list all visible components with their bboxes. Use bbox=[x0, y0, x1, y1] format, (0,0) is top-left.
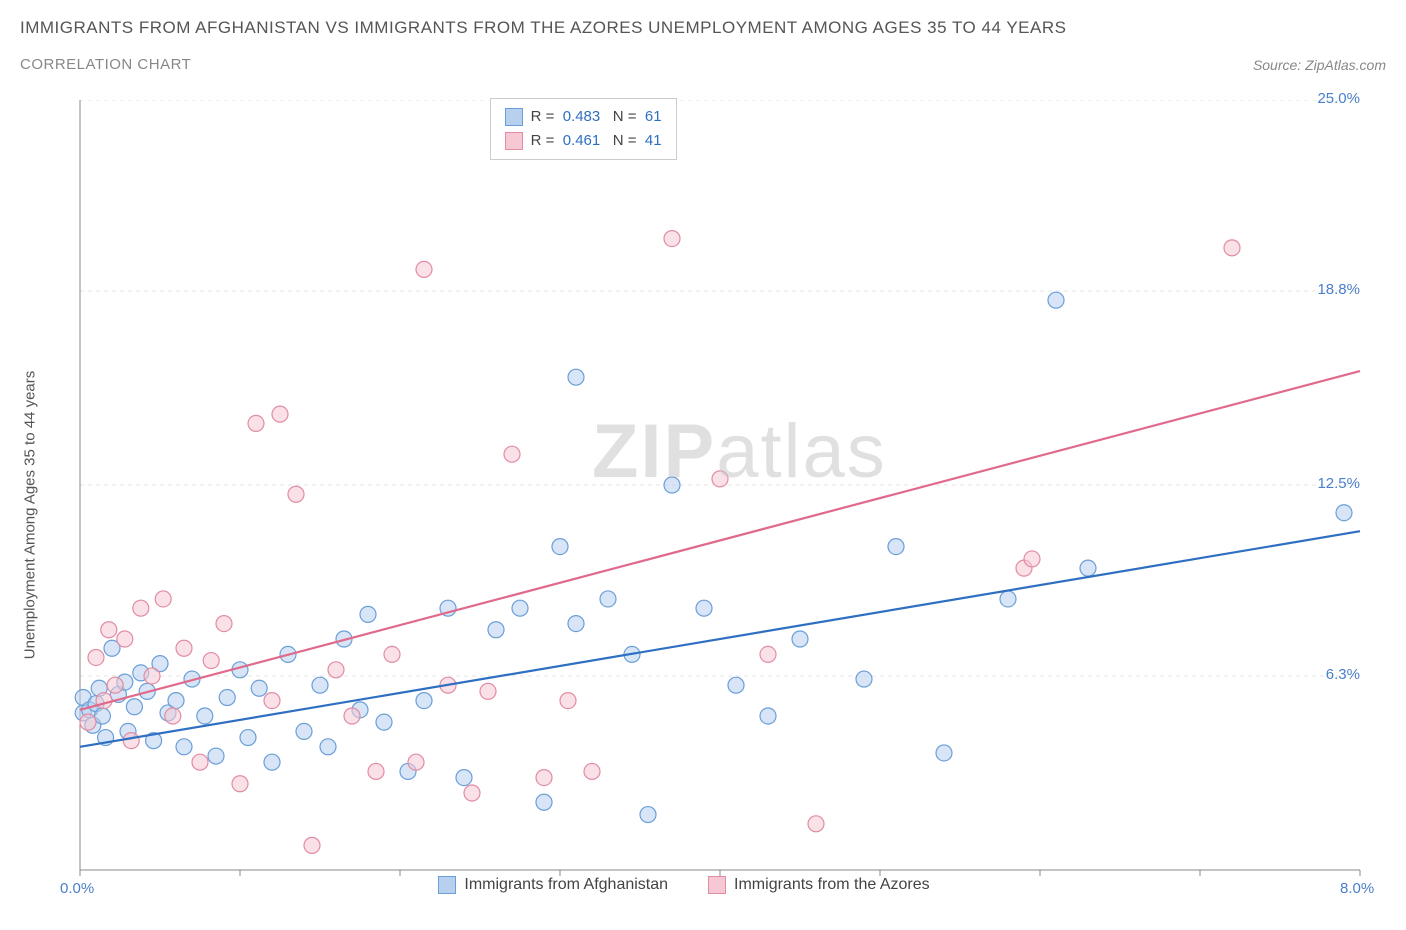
legend-series: Immigrants from Afghanistan Immigrants fr… bbox=[438, 876, 929, 894]
source-citation: Source: ZipAtlas.com bbox=[1253, 57, 1386, 73]
legend-label: Immigrants from the Azores bbox=[734, 876, 930, 894]
legend-swatch bbox=[438, 876, 456, 894]
legend-swatch bbox=[708, 876, 726, 894]
header: IMMIGRANTS FROM AFGHANISTAN VS IMMIGRANT… bbox=[0, 0, 1406, 83]
legend-swatch bbox=[505, 108, 523, 126]
x-tick-label: 8.0% bbox=[1340, 880, 1374, 897]
legend-label: Immigrants from Afghanistan bbox=[464, 876, 668, 894]
subtitle-row: CORRELATION CHART Source: ZipAtlas.com bbox=[20, 56, 1386, 73]
legend-item: Immigrants from Afghanistan bbox=[438, 876, 668, 894]
page-title: IMMIGRANTS FROM AFGHANISTAN VS IMMIGRANT… bbox=[20, 18, 1386, 38]
source-value: ZipAtlas.com bbox=[1305, 57, 1386, 73]
legend-item: Immigrants from the Azores bbox=[708, 876, 930, 894]
legend-stats: R = 0.461 N = 41 bbox=[531, 129, 662, 153]
x-tick-label: 0.0% bbox=[60, 880, 94, 897]
legend-swatch bbox=[505, 132, 523, 150]
legend-stats: R = 0.483 N = 61 bbox=[531, 105, 662, 129]
y-axis-label: Unemployment Among Ages 35 to 44 years bbox=[22, 371, 39, 660]
y-tick-label: 18.8% bbox=[1300, 281, 1360, 298]
y-tick-label: 12.5% bbox=[1300, 475, 1360, 492]
scatter-chart bbox=[20, 100, 1380, 910]
source-label: Source: bbox=[1253, 57, 1301, 73]
legend-row: R = 0.483 N = 61 bbox=[505, 105, 662, 129]
legend-row: R = 0.461 N = 41 bbox=[505, 129, 662, 153]
chart-subtitle: CORRELATION CHART bbox=[20, 56, 191, 73]
y-tick-label: 6.3% bbox=[1300, 666, 1360, 683]
chart-area: Unemployment Among Ages 35 to 44 years Z… bbox=[20, 100, 1386, 930]
y-tick-label: 25.0% bbox=[1300, 90, 1360, 107]
legend-correlation: R = 0.483 N = 61R = 0.461 N = 41 bbox=[490, 98, 677, 160]
